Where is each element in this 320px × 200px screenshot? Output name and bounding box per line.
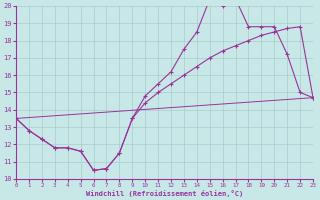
X-axis label: Windchill (Refroidissement éolien,°C): Windchill (Refroidissement éolien,°C) [86, 190, 243, 197]
